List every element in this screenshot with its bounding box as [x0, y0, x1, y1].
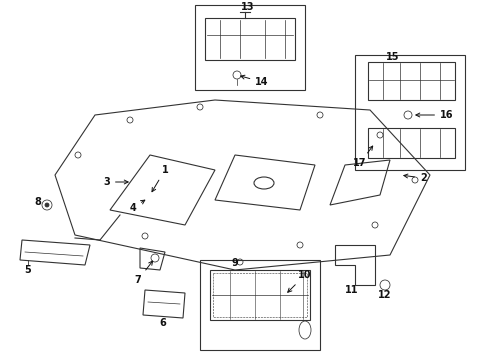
Bar: [200, 260, 320, 350]
Text: 4: 4: [130, 200, 145, 213]
Text: 5: 5: [24, 265, 31, 275]
Text: 7: 7: [135, 261, 153, 285]
Text: 17: 17: [353, 146, 373, 168]
Text: 2: 2: [404, 173, 427, 183]
Bar: [355, 55, 465, 170]
Text: 10: 10: [288, 270, 312, 292]
Text: 8: 8: [35, 197, 42, 207]
Bar: [195, 5, 305, 90]
Text: 14: 14: [241, 75, 269, 87]
Text: 3: 3: [103, 177, 128, 187]
Text: 11: 11: [345, 285, 359, 295]
Text: 9: 9: [232, 258, 238, 268]
Circle shape: [45, 203, 49, 207]
Text: 12: 12: [378, 290, 392, 300]
Text: 1: 1: [152, 165, 169, 192]
Text: 16: 16: [416, 110, 454, 120]
Text: 15: 15: [386, 52, 400, 62]
Text: 6: 6: [160, 318, 167, 328]
Text: 13: 13: [241, 2, 255, 12]
